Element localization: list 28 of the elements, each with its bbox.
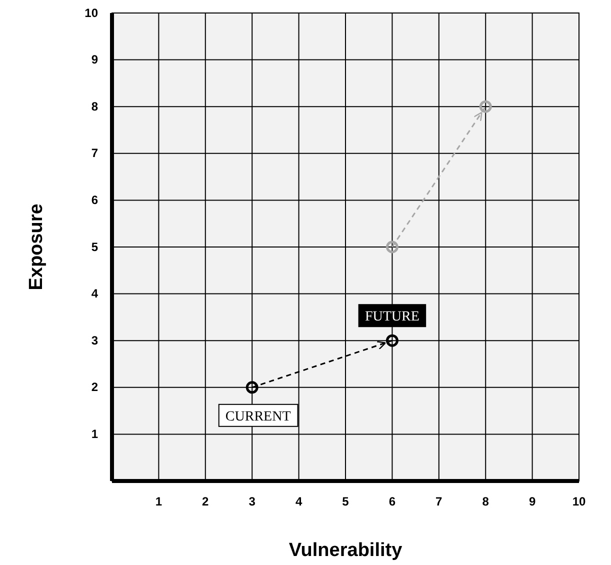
x-tick-label: 1 xyxy=(155,494,162,509)
annotation: FUTURE xyxy=(364,310,420,325)
y-axis-title: Exposure xyxy=(26,204,47,290)
x-tick-label: 4 xyxy=(295,494,302,509)
y-tick-label: 2 xyxy=(91,380,98,394)
y-tick-label: 1 xyxy=(91,427,98,442)
y-tick-label: 6 xyxy=(91,193,98,208)
y-tick-label: 5 xyxy=(91,240,98,254)
point xyxy=(386,334,398,347)
y-tick-label: 7 xyxy=(91,146,98,160)
y-tick-label: 9 xyxy=(91,52,98,67)
x-axis-title: Vulnerability xyxy=(288,540,403,561)
y-tick-label: 10 xyxy=(84,6,98,20)
y-tick-label: 8 xyxy=(91,99,98,114)
point xyxy=(386,240,398,254)
x-tick-label: 6 xyxy=(388,494,396,509)
x-tick-label: 3 xyxy=(248,494,256,509)
point xyxy=(246,381,258,394)
x-tick-label: 2 xyxy=(202,494,210,509)
annotation: CURRENT xyxy=(225,409,292,424)
y-tick-label: 4 xyxy=(91,286,98,301)
x-tick-label: 8 xyxy=(482,494,490,509)
x-tick-label: 9 xyxy=(528,494,536,509)
point xyxy=(479,100,492,113)
y-tick-label: 3 xyxy=(91,333,98,348)
x-tick-label: 10 xyxy=(572,494,586,509)
x-tick-label: 5 xyxy=(342,494,350,509)
x-tick-label: 7 xyxy=(436,494,443,509)
